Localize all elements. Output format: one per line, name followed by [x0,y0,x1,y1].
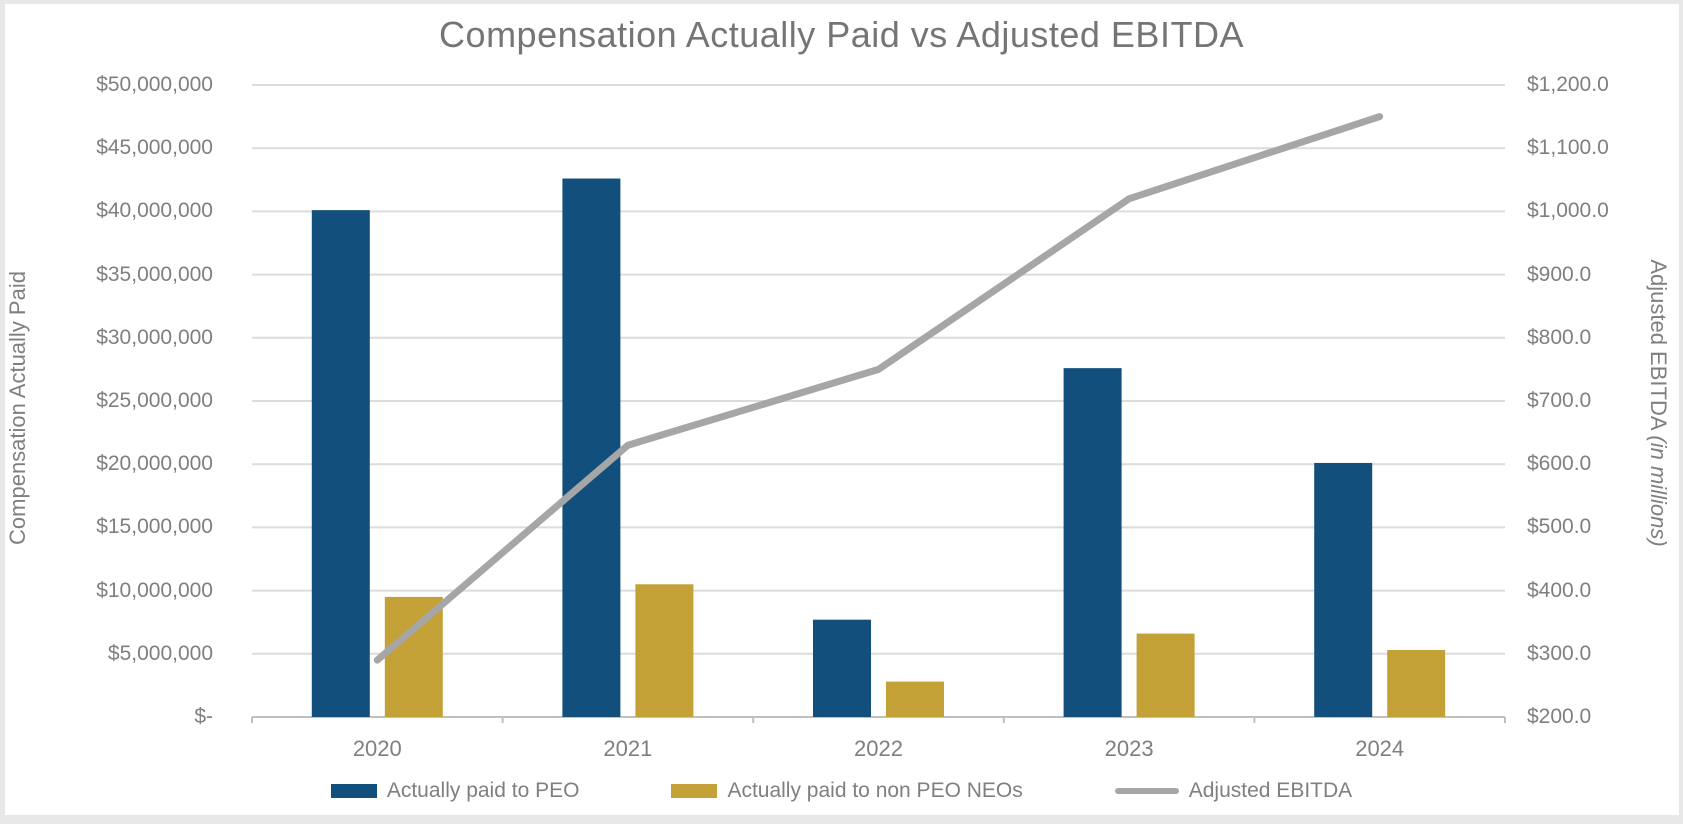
x-axis-label-2021: 2021 [603,736,653,761]
bar-neo-2023 [1136,633,1195,717]
right-axis-tick-label: $400.0 [1527,578,1592,602]
bar-neo-2022 [886,681,944,717]
legend-label-peo: Actually paid to PEO [386,779,580,802]
left-axis-tick-label: $45,000,000 [96,136,213,160]
left-axis-tick-label: $30,000,000 [96,325,213,349]
right-axis-tick-label: $1,200.0 [1527,73,1609,96]
bar-neo-2020 [384,596,443,717]
bar-peo-2021 [562,178,621,717]
ebitda-series-swatch [1114,788,1179,794]
bar-neo-2021 [635,584,694,717]
left-axis-tick-label: $35,000,000 [96,262,213,286]
peo-series-swatch [330,784,377,798]
left-axis-tick-label: $10,000,000 [96,578,213,602]
right-axis-tick-label: $200.0 [1527,705,1592,728]
right-axis-tick-label: $800.0 [1527,325,1592,349]
neo-series-swatch [671,784,718,798]
x-axis-label-2020: 2020 [352,736,402,761]
x-axis-label-2023: 2023 [1104,736,1154,761]
right-axis-tick-label: $300.0 [1527,641,1592,665]
chart-legend: Actually paid to PEO Actually paid to no… [0,779,1683,803]
bar-peo-2024 [1314,462,1373,717]
bar-peo-2023 [1063,368,1122,717]
left-axis-tick-label: $25,000,000 [96,389,213,412]
right-axis-tick-label: $1,100.0 [1527,136,1609,160]
right-axis-tick-label: $900.0 [1527,262,1592,286]
right-axis-tick-label: $1,000.0 [1527,199,1609,223]
legend-item-peo: Actually paid to PEO [330,779,580,803]
right-axis-tick-label: $500.0 [1527,515,1592,539]
bar-peo-2022 [813,619,871,717]
legend-label-neo: Actually paid to non PEO NEOs [727,779,1023,802]
bar-peo-2020 [311,210,370,718]
left-axis-tick-label: $20,000,000 [96,452,213,476]
left-axis-tick-label: $5,000,000 [107,641,213,665]
x-axis-label-2024: 2024 [1355,736,1405,761]
legend-label-ebitda: Adjusted EBITDA [1188,779,1353,802]
left-axis-tick-label: $40,000,000 [96,199,213,223]
right-axis-tick-label: $600.0 [1527,452,1592,476]
left-axis-tick-label: $15,000,000 [96,515,213,539]
bar-neo-2024 [1387,650,1446,717]
ebitda-line [373,113,1384,664]
legend-item-ebitda: Adjusted EBITDA [1114,779,1353,803]
chart-title: Compensation Actually Paid vs Adjusted E… [439,14,1244,55]
x-axis-label-2022: 2022 [854,736,903,761]
right-axis-tick-label: $700.0 [1527,389,1592,412]
left-axis-tick-label: $- [194,705,213,728]
legend-item-neo: Actually paid to non PEO NEOs [671,779,1023,803]
left-axis-tick-label: $50,000,000 [96,73,213,96]
